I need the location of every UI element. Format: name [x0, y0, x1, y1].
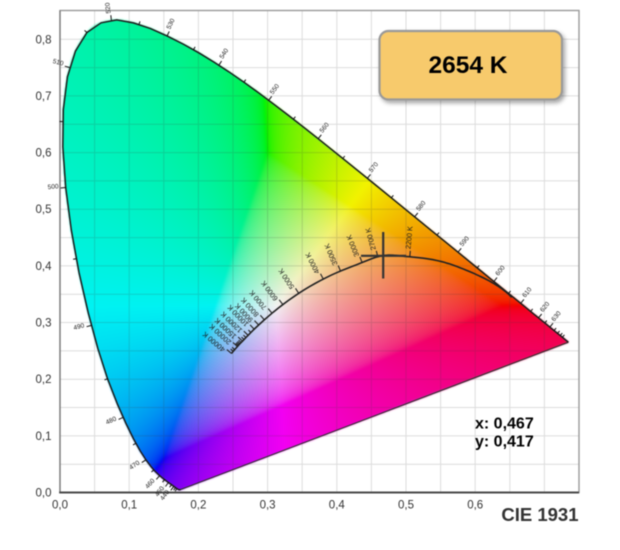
svg-text:540: 540	[219, 47, 231, 60]
svg-text:0,0: 0,0	[52, 500, 68, 512]
svg-text:530: 530	[166, 17, 177, 30]
svg-text:0,2: 0,2	[36, 374, 52, 386]
svg-text:2200 K: 2200 K	[404, 226, 415, 250]
svg-text:460: 460	[144, 477, 157, 490]
svg-text:0,0: 0,0	[36, 488, 52, 500]
svg-text:620: 620	[539, 301, 552, 314]
svg-text:0,4: 0,4	[329, 500, 346, 512]
svg-text:2700 K: 2700 K	[363, 227, 378, 252]
svg-text:0,5: 0,5	[398, 500, 414, 512]
svg-text:0,6: 0,6	[36, 148, 52, 160]
svg-text:0,7: 0,7	[36, 91, 52, 103]
svg-text:0,8: 0,8	[36, 34, 52, 46]
svg-text:0,3: 0,3	[36, 318, 52, 330]
svg-text:y: 0,417: y: 0,417	[475, 434, 534, 451]
svg-text:510: 510	[52, 58, 65, 68]
svg-text:470: 470	[128, 459, 141, 471]
svg-text:580: 580	[415, 200, 428, 213]
svg-text:0,4: 0,4	[36, 261, 53, 273]
svg-text:630: 630	[550, 310, 563, 323]
svg-text:4000 K: 4000 K	[303, 251, 321, 276]
svg-text:550: 550	[269, 83, 281, 96]
svg-text:0,6: 0,6	[467, 500, 483, 512]
svg-text:500: 500	[47, 183, 59, 191]
svg-text:x: 0,467: x: 0,467	[475, 416, 534, 433]
svg-text:0,2: 0,2	[190, 500, 206, 512]
svg-text:610: 610	[521, 286, 534, 299]
svg-text:0,1: 0,1	[36, 431, 52, 443]
svg-text:590: 590	[459, 235, 472, 248]
svg-text:CIE 1931: CIE 1931	[501, 504, 578, 525]
svg-text:0,3: 0,3	[260, 500, 276, 512]
svg-text:5000 K: 5000 K	[276, 267, 296, 291]
svg-text:560: 560	[319, 121, 331, 134]
svg-text:0,1: 0,1	[121, 500, 137, 512]
svg-text:0,5: 0,5	[36, 204, 52, 216]
svg-text:2654 K: 2654 K	[428, 52, 507, 79]
svg-text:520: 520	[104, 2, 112, 14]
svg-text:490: 490	[73, 322, 86, 332]
svg-text:480: 480	[105, 415, 118, 426]
svg-text:570: 570	[368, 161, 381, 174]
